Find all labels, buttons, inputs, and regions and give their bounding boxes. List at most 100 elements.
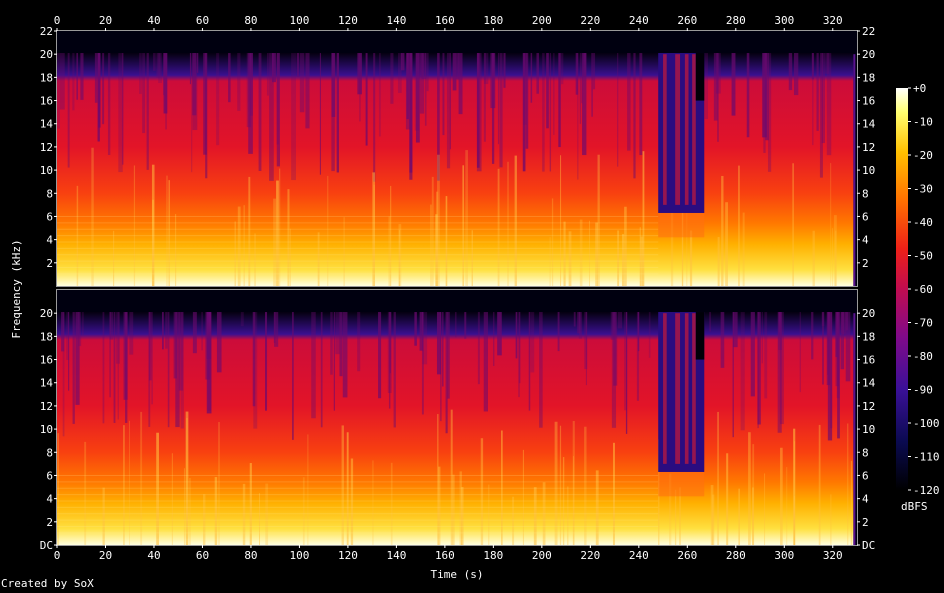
spectrogram-panel-1 (56, 30, 858, 287)
spectrogram-panel-2 (56, 289, 858, 546)
x-tick-label-top: 100 (289, 14, 309, 27)
y-tick-label-right: 10 (862, 164, 875, 177)
x-tick-label-top: 180 (483, 14, 503, 27)
x-tick-label-top: 260 (677, 14, 697, 27)
spectral-band (57, 53, 857, 286)
x-tick-label-top: 220 (580, 14, 600, 27)
x-tick-label-bottom: 320 (823, 549, 843, 562)
x-tick-label-bottom: 220 (580, 549, 600, 562)
x-tick-label-top: 60 (196, 14, 209, 27)
x-tick-label-bottom: 160 (435, 549, 455, 562)
x-tick-label-bottom: 140 (386, 549, 406, 562)
y-tick-label-right: 8 (862, 187, 869, 200)
y-tick-label-left: 4 (46, 493, 53, 506)
x-tick-label-top: 140 (386, 14, 406, 27)
y-tick-label-right: 22 (862, 25, 875, 38)
y-tick-label-right: 8 (862, 446, 869, 459)
y-tick-label-left: 6 (46, 469, 53, 482)
x-tick-label-top: 320 (823, 14, 843, 27)
colorbar-scale (896, 88, 908, 490)
y-tick-label-right: 6 (862, 210, 869, 223)
x-tick-label-bottom: 20 (99, 549, 112, 562)
y-tick-label-right: 6 (862, 469, 869, 482)
y-tick-label-right: DC (862, 539, 875, 552)
y-tick-label-left: 6 (46, 210, 53, 223)
y-tick-label-right: 16 (862, 354, 875, 367)
credit-text: Created by SoX (1, 577, 94, 590)
x-tick-label-top: 0 (54, 14, 61, 27)
y-tick-label-left: 22 (40, 25, 53, 38)
x-tick-label-bottom: 280 (726, 549, 746, 562)
y-tick-label-right: 12 (862, 141, 875, 154)
colorbar-tick-label: -60 (913, 283, 933, 296)
colorbar-tick-label: -30 (913, 183, 933, 196)
x-tick-label-bottom: 60 (196, 549, 209, 562)
x-tick-label-bottom: 100 (289, 549, 309, 562)
x-tick-label-top: 200 (532, 14, 552, 27)
colorbar-tick-label: -50 (913, 250, 933, 263)
y-tick-label-left: 2 (46, 257, 53, 270)
x-tick-label-bottom: 260 (677, 549, 697, 562)
x-tick-label-bottom: 40 (147, 549, 160, 562)
y-tick-label-right: 2 (862, 257, 869, 270)
y-tick-label-left: 16 (40, 354, 53, 367)
y-tick-label-right: 2 (862, 516, 869, 529)
x-tick-label-bottom: 180 (483, 549, 503, 562)
y-tick-label-right: 14 (862, 377, 876, 390)
x-tick-label-bottom: 300 (774, 549, 794, 562)
x-tick-label-top: 40 (147, 14, 160, 27)
colorbar-tick-label: -80 (913, 350, 933, 363)
y-tick-label-left: 12 (40, 141, 53, 154)
y-tick-label-left: 18 (40, 330, 53, 343)
x-tick-label-bottom: 80 (244, 549, 257, 562)
colorbar-tick-label: +0 (913, 82, 926, 95)
colorbar-tick-label: -110 (913, 451, 940, 464)
y-tick-label-left: 16 (40, 95, 53, 108)
colorbar-tick-label: -10 (913, 116, 933, 129)
y-tick-label-right: 10 (862, 423, 875, 436)
y-tick-label-right: 18 (862, 330, 875, 343)
x-tick-label-top: 240 (629, 14, 649, 27)
colorbar-label: dBFS (901, 500, 928, 513)
y-tick-label-right: 4 (862, 234, 869, 247)
y-tick-label-left: 8 (46, 446, 53, 459)
x-tick-label-bottom: 200 (532, 549, 552, 562)
y-tick-label-left: 18 (40, 71, 53, 84)
y-tick-label-left: DC (40, 539, 53, 552)
colorbar-tick-label: -40 (913, 216, 933, 229)
y-tick-label-right: 14 (862, 118, 876, 131)
x-tick-label-top: 300 (774, 14, 794, 27)
x-axis-label: Time (s) (431, 568, 484, 581)
y-tick-label-right: 16 (862, 95, 875, 108)
x-tick-label-top: 120 (338, 14, 358, 27)
y-tick-label-left: 2 (46, 516, 53, 529)
y-tick-label-left: 14 (40, 377, 54, 390)
x-tick-label-top: 80 (244, 14, 257, 27)
y-tick-label-left: 10 (40, 164, 53, 177)
x-tick-label-top: 160 (435, 14, 455, 27)
x-tick-label-top: 280 (726, 14, 746, 27)
colorbar: +0 -10 -20 -30 -40 -50 -60 -70 -80 -90 -100 -110 -12… (896, 82, 940, 497)
colorbar-tick-label: -20 (913, 149, 933, 162)
y-tick-label-left: 8 (46, 187, 53, 200)
y-tick-label-right: 12 (862, 400, 875, 413)
colorbar-tick-label: -70 (913, 317, 933, 330)
y-tick-label-left: 4 (46, 234, 53, 247)
y-tick-label-left: 14 (40, 118, 54, 131)
y-tick-label-left: 20 (40, 48, 53, 61)
y-tick-label-right: 18 (862, 71, 875, 84)
y-axis-label: Frequency (kHz) (10, 239, 23, 338)
y-tick-label-right: 4 (862, 493, 869, 506)
x-tick-label-bottom: 240 (629, 549, 649, 562)
y-tick-label-right: 20 (862, 307, 875, 320)
y-tick-label-right: 20 (862, 48, 875, 61)
colorbar-tick-label: -100 (913, 417, 940, 430)
y-tick-label-left: 10 (40, 423, 53, 436)
y-tick-label-left: 20 (40, 307, 53, 320)
colorbar-tick-label: -90 (913, 384, 933, 397)
colorbar-tick-label: -120 (913, 484, 940, 497)
x-tick-label-top: 20 (99, 14, 112, 27)
x-tick-label-bottom: 0 (54, 549, 61, 562)
y-tick-label-left: 12 (40, 400, 53, 413)
